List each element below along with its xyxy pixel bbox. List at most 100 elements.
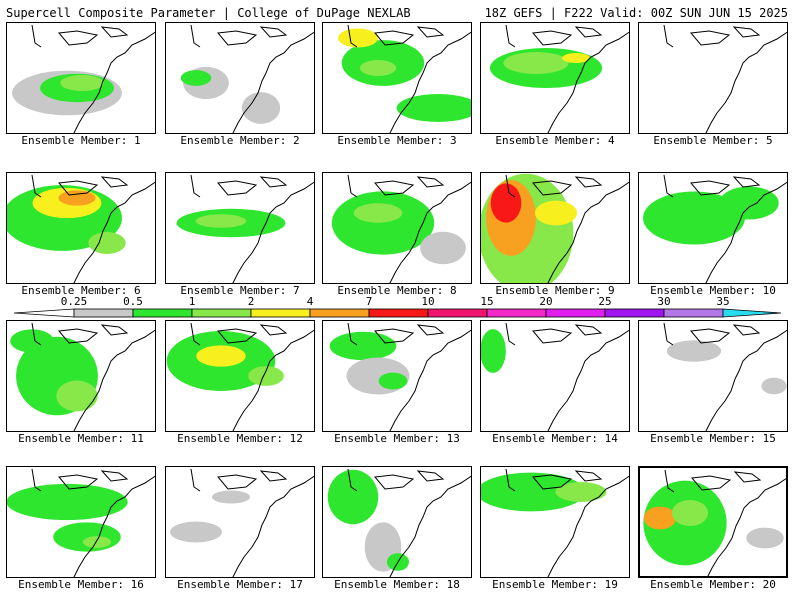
great-lakes-outline	[532, 26, 603, 46]
scp-contour	[195, 214, 247, 228]
ensemble-map-10	[643, 174, 787, 283]
ensemble-panel-11	[6, 320, 156, 432]
lake-michigan-outline	[663, 322, 674, 346]
ensemble-member-label: Ensemble Member: 15	[650, 432, 776, 445]
colorbar-tick-label: 7	[366, 295, 373, 308]
coastline	[232, 329, 314, 431]
colorbar-tick-label: 35	[716, 295, 729, 308]
ensemble-map-12	[166, 322, 314, 431]
lake-michigan-outline	[31, 322, 42, 346]
scp-contours	[180, 66, 281, 124]
scp-contours	[481, 472, 607, 512]
scp-contour	[58, 190, 96, 206]
ensemble-map-9	[481, 173, 629, 283]
ensemble-member-label: Ensemble Member: 10	[650, 284, 776, 297]
scp-contour	[359, 60, 397, 76]
colorbar-tick-label: 1	[189, 295, 196, 308]
ensemble-panel-15	[638, 320, 788, 432]
ensemble-member-label: Ensemble Member: 19	[492, 578, 618, 591]
ensemble-member-label: Ensemble Member: 8	[337, 284, 457, 297]
ensemble-panel-6	[6, 172, 156, 284]
lake-michigan-outline	[31, 24, 42, 48]
scp-contours	[643, 186, 779, 245]
ensemble-member-label: Ensemble Member: 13	[334, 432, 460, 445]
great-lakes-outline	[690, 26, 761, 46]
scp-contours	[7, 185, 126, 254]
great-lakes-outline	[58, 176, 129, 196]
ensemble-map-5	[663, 24, 787, 133]
great-lakes-outline	[532, 470, 603, 490]
colorbar-tick-label: 20	[539, 295, 552, 308]
map-title: Supercell Composite Parameter | College …	[6, 6, 411, 20]
ensemble-member-label: Ensemble Member: 9	[495, 284, 615, 297]
coastline	[707, 478, 786, 576]
ensemble-panel-20	[638, 466, 788, 578]
coastline	[547, 181, 629, 283]
ensemble-member-label: Ensemble Member: 7	[180, 284, 300, 297]
scp-contour	[82, 536, 112, 548]
colorbar-tick-label: 0.5	[123, 295, 143, 308]
ensemble-panel-17	[165, 466, 315, 578]
ensemble-member-label: Ensemble Member: 2	[180, 134, 300, 147]
scp-contour	[338, 28, 378, 48]
ensemble-panel-3	[322, 22, 472, 134]
ensemble-map-7	[176, 174, 314, 283]
scp-contour	[60, 74, 104, 92]
colorbar-swatch	[427, 308, 488, 318]
coastline	[705, 329, 787, 431]
ensemble-map-15	[663, 322, 787, 431]
lake-michigan-outline	[505, 24, 516, 48]
scp-contour	[555, 482, 607, 502]
colorbar-min-arrow	[13, 308, 75, 318]
ensemble-map-16	[7, 468, 155, 577]
ensemble-member-label: Ensemble Member: 4	[495, 134, 615, 147]
lake-michigan-outline	[664, 469, 675, 493]
scp-contour	[481, 472, 586, 512]
lake-michigan-outline	[505, 174, 516, 198]
great-lakes-outline	[58, 470, 129, 490]
scp-contours	[481, 329, 506, 373]
lake-michigan-outline	[347, 24, 358, 48]
ensemble-member-label: Ensemble Member: 20	[650, 578, 776, 591]
ensemble-map-6	[7, 174, 155, 283]
scp-contours	[338, 28, 471, 122]
scp-contour	[196, 345, 246, 367]
scp-contour	[643, 506, 677, 530]
ensemble-member-label: Ensemble Member: 16	[18, 578, 144, 591]
ensemble-panel-5	[638, 22, 788, 134]
coastline	[73, 31, 155, 133]
colorbar-swatch	[604, 308, 665, 318]
colorbar-swatch	[309, 308, 370, 318]
lake-michigan-outline	[347, 174, 358, 198]
colorbar-swatch	[368, 308, 429, 318]
scp-contour	[378, 372, 408, 390]
ensemble-map-20	[643, 469, 786, 576]
scp-contour	[241, 92, 281, 124]
scp-contour	[170, 521, 222, 543]
coastline	[705, 31, 787, 133]
scp-contour	[10, 329, 54, 353]
coastline	[389, 181, 471, 283]
ensemble-member-label: Ensemble Member: 1	[21, 134, 141, 147]
ensemble-member-label: Ensemble Member: 17	[177, 578, 303, 591]
scp-contour	[562, 53, 590, 63]
lake-michigan-outline	[190, 322, 201, 346]
coastline	[232, 31, 314, 133]
run-info: 18Z GEFS | F222 Valid: 00Z SUN JUN 15 20…	[484, 6, 788, 20]
colorbar-tick-label: 10	[421, 295, 434, 308]
colorbar-swatch	[486, 308, 547, 318]
great-lakes-outline	[532, 324, 603, 344]
scp-contour	[746, 527, 784, 549]
great-lakes-outline	[58, 324, 129, 344]
great-lakes-outline	[690, 176, 761, 196]
lake-michigan-outline	[31, 468, 42, 492]
great-lakes-outline	[374, 470, 445, 490]
colorbar-swatch	[545, 308, 606, 318]
ensemble-map-2	[180, 24, 314, 133]
coastline	[73, 329, 155, 431]
scp-contours	[166, 331, 284, 391]
scp-contour	[56, 380, 98, 412]
ensemble-panel-9	[480, 172, 630, 284]
colorbar-tick-label: 25	[598, 295, 611, 308]
great-lakes-outline	[374, 176, 445, 196]
